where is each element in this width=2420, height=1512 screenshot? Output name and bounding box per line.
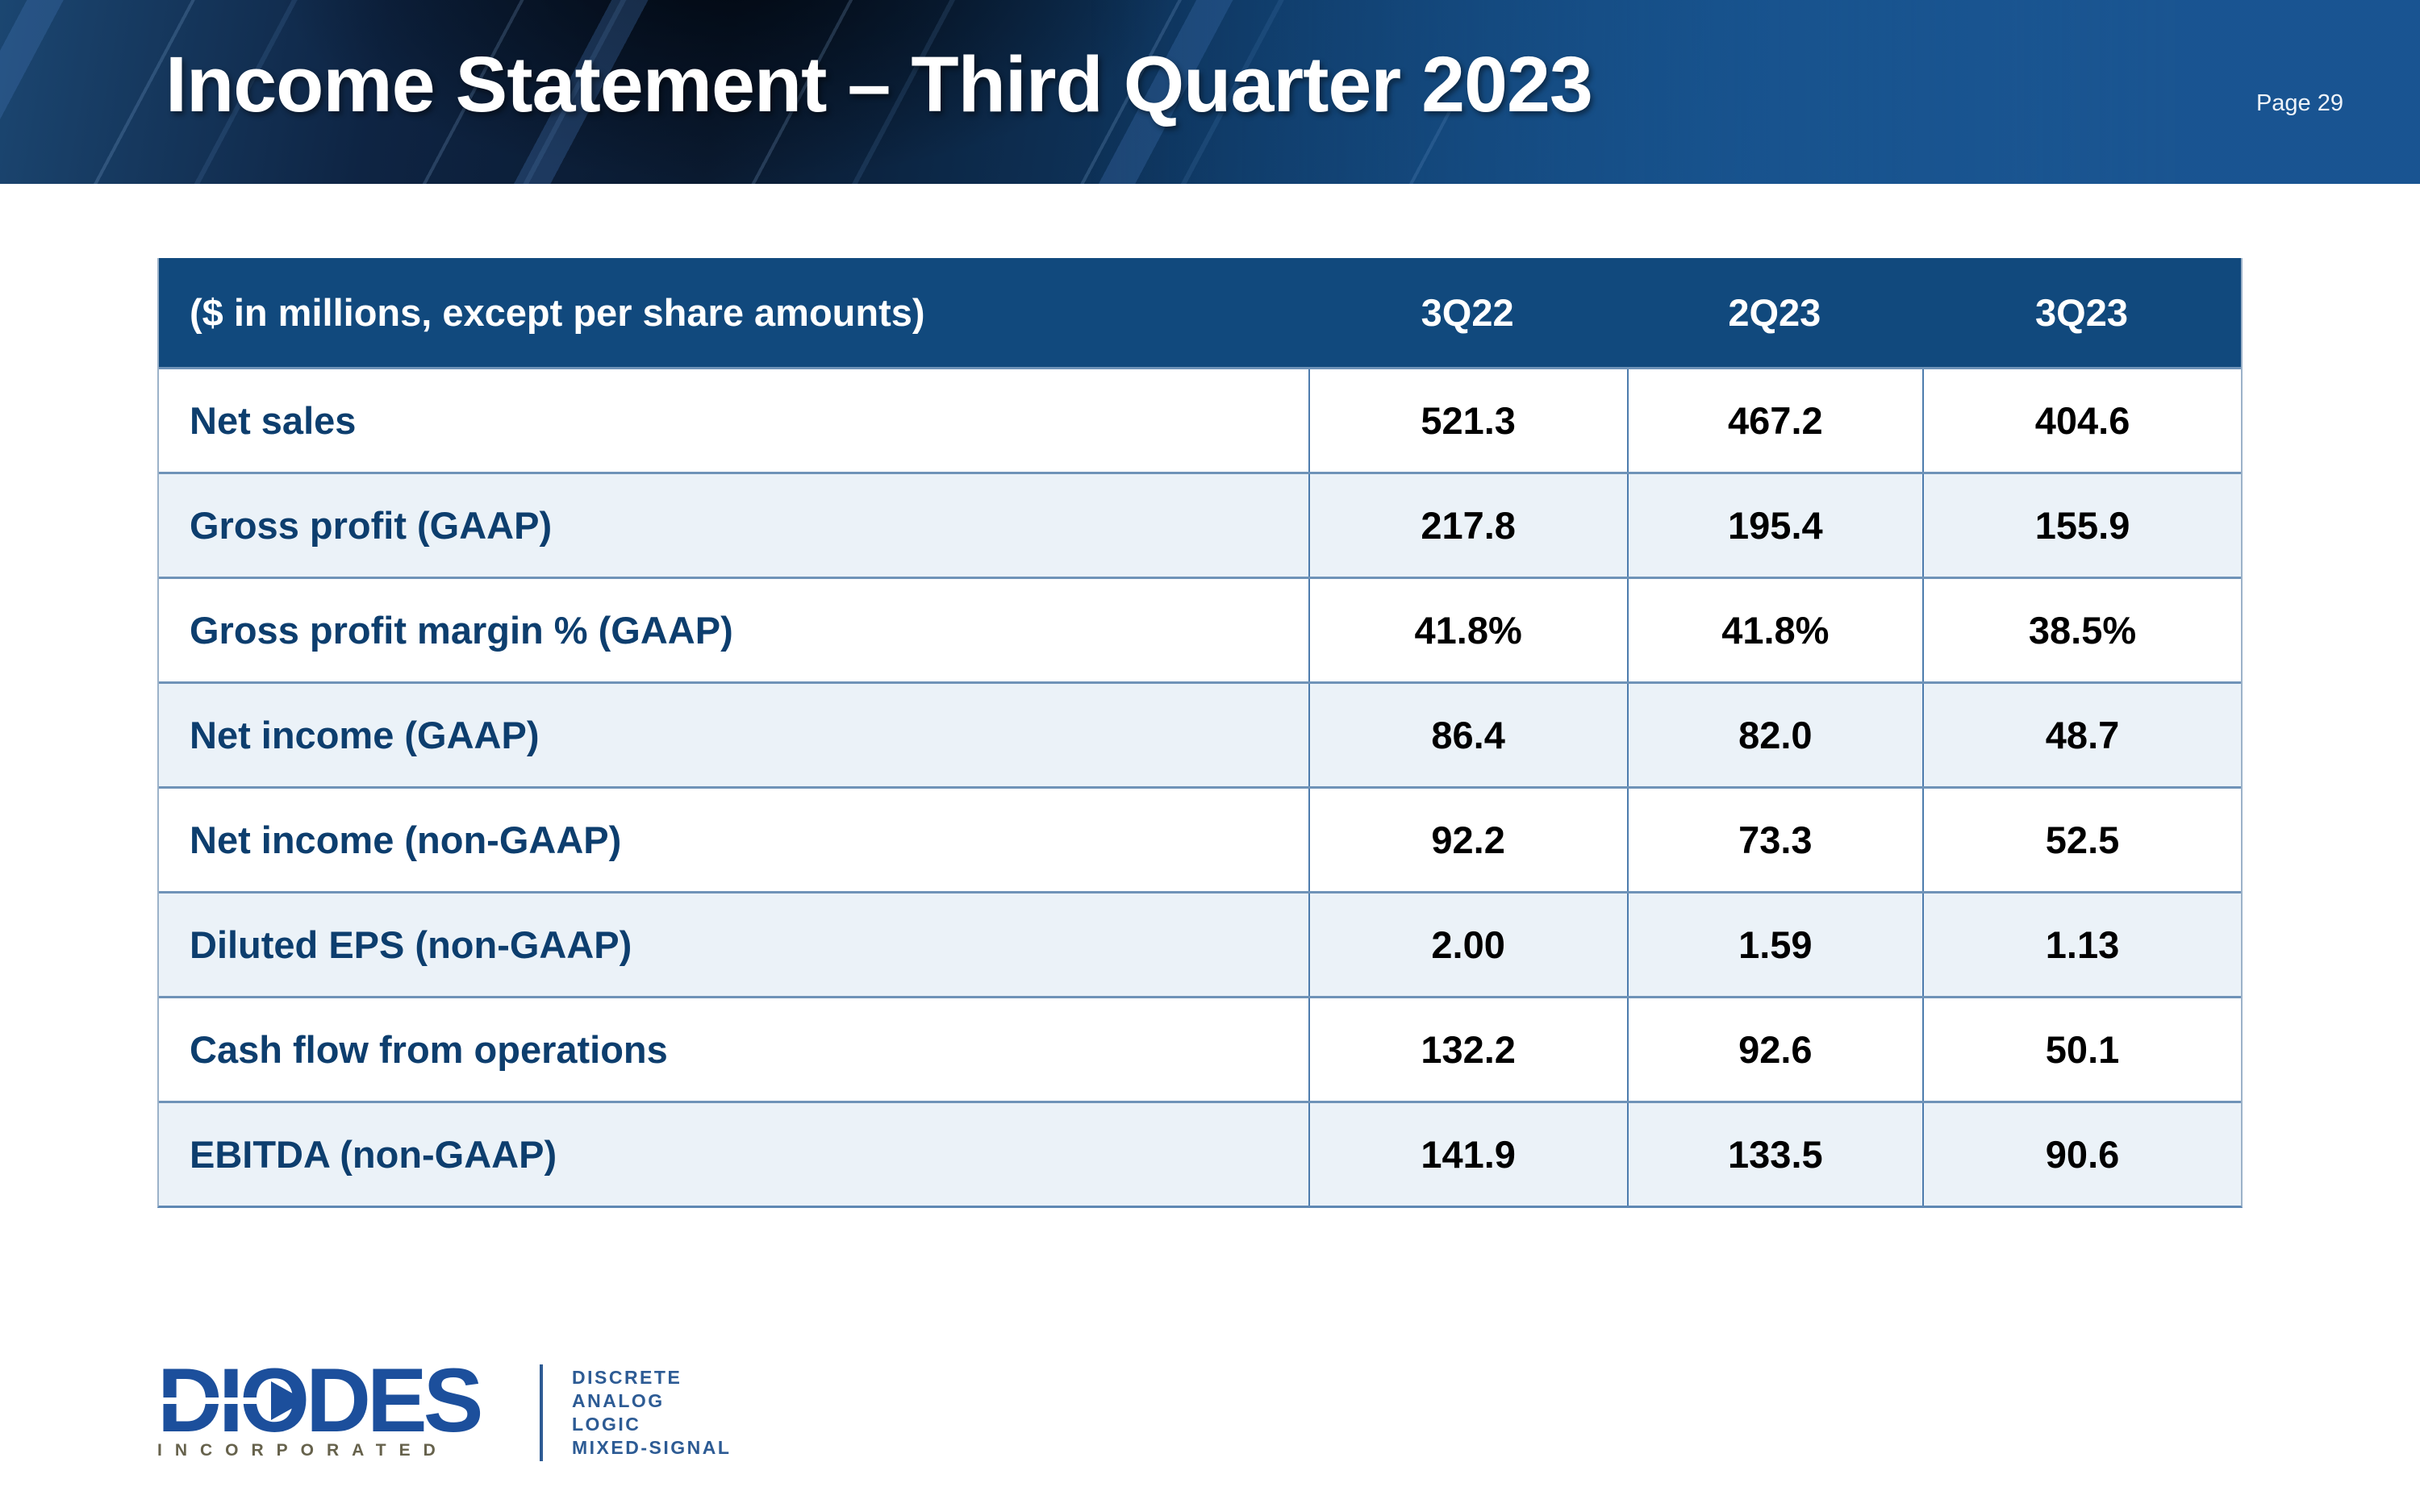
row-label: Diluted EPS (non-GAAP) — [190, 923, 632, 966]
cell-value: 155.9 — [1922, 474, 2241, 577]
cell-value: 141.9 — [1308, 1103, 1627, 1206]
logo-divider — [540, 1364, 543, 1461]
page-number: Page 29 — [2255, 90, 2343, 116]
cell-value: 41.8% — [1626, 579, 1923, 681]
table-row: Net income (GAAP) 86.4 82.0 48.7 — [159, 681, 2241, 786]
cell-value: 133.5 — [1626, 1103, 1923, 1206]
cell-value: 521.3 — [1308, 369, 1627, 472]
row-label: Net income (GAAP) — [190, 714, 540, 756]
tagline-line: MIXED-SIGNAL — [572, 1437, 732, 1458]
table-row: Diluted EPS (non-GAAP) 2.00 1.59 1.13 — [159, 891, 2241, 996]
cell-value: 195.4 — [1626, 474, 1923, 577]
cell-value: 1.13 — [1922, 893, 2241, 996]
cell-value: 38.5% — [1922, 579, 2241, 681]
page-title: Income Statement – Third Quarter 2023 — [165, 40, 1593, 128]
table-row: Cash flow from operations 132.2 92.6 50.… — [159, 996, 2241, 1101]
cell-value: 2.00 — [1308, 893, 1627, 996]
cell-value: 41.8% — [1308, 579, 1627, 681]
row-label: Cash flow from operations — [190, 1028, 668, 1071]
tagline-line: LOGIC — [572, 1414, 641, 1435]
diode-arrow-icon — [157, 1381, 306, 1420]
table-row: Gross profit (GAAP) 217.8 195.4 155.9 — [159, 472, 2241, 577]
cell-value: 1.59 — [1626, 893, 1923, 996]
cell-value: 50.1 — [1922, 998, 2241, 1101]
cell-value: 467.2 — [1626, 369, 1923, 472]
table-row: EBITDA (non-GAAP) 141.9 133.5 90.6 — [159, 1101, 2241, 1206]
column-header-3q22: 3Q22 — [1421, 291, 1514, 334]
table-header-caption: ($ in millions, except per share amounts… — [190, 291, 925, 334]
row-label: Net sales — [190, 399, 357, 442]
tagline-line: ANALOG — [572, 1390, 665, 1411]
incorporated-label: INCORPORATED — [157, 1441, 449, 1460]
cell-value: 92.6 — [1626, 998, 1923, 1101]
cell-value: 48.7 — [1922, 684, 2241, 786]
cell-value: 73.3 — [1626, 789, 1923, 891]
row-label: Gross profit margin % (GAAP) — [190, 609, 733, 652]
cell-value: 86.4 — [1308, 684, 1627, 786]
logo-tagline: DISCRETE ANALOG LOGIC MIXED-SIGNAL — [572, 1366, 731, 1460]
row-label: EBITDA (non-GAAP) — [190, 1133, 557, 1176]
table-row: Net income (non-GAAP) 92.2 73.3 52.5 — [159, 786, 2241, 891]
diodes-logo: DIODES INCORPORATED — [157, 1356, 488, 1460]
row-label: Net income (non-GAAP) — [190, 818, 622, 861]
column-header-2q23: 2Q23 — [1728, 291, 1821, 334]
table-header-row: ($ in millions, except per share amounts… — [159, 258, 2241, 367]
table-row: Net sales 521.3 467.2 404.6 — [159, 367, 2241, 472]
cell-value: 132.2 — [1308, 998, 1627, 1101]
income-statement-table: ($ in millions, except per share amounts… — [157, 258, 2243, 1208]
row-label: Gross profit (GAAP) — [190, 504, 553, 547]
cell-value: 90.6 — [1922, 1103, 2241, 1206]
table-row: Gross profit margin % (GAAP) 41.8% 41.8%… — [159, 577, 2241, 681]
company-logo: DIODES INCORPORATED DISCRETE ANALOG LOGI… — [157, 1356, 731, 1461]
cell-value: 52.5 — [1922, 789, 2241, 891]
tagline-line: DISCRETE — [572, 1367, 682, 1388]
cell-value: 92.2 — [1308, 789, 1627, 891]
column-header-3q23: 3Q23 — [2035, 291, 2129, 334]
cell-value: 82.0 — [1626, 684, 1923, 786]
title-banner: Income Statement – Third Quarter 2023 Pa… — [0, 0, 2420, 184]
cell-value: 217.8 — [1308, 474, 1627, 577]
cell-value: 404.6 — [1922, 369, 2241, 472]
